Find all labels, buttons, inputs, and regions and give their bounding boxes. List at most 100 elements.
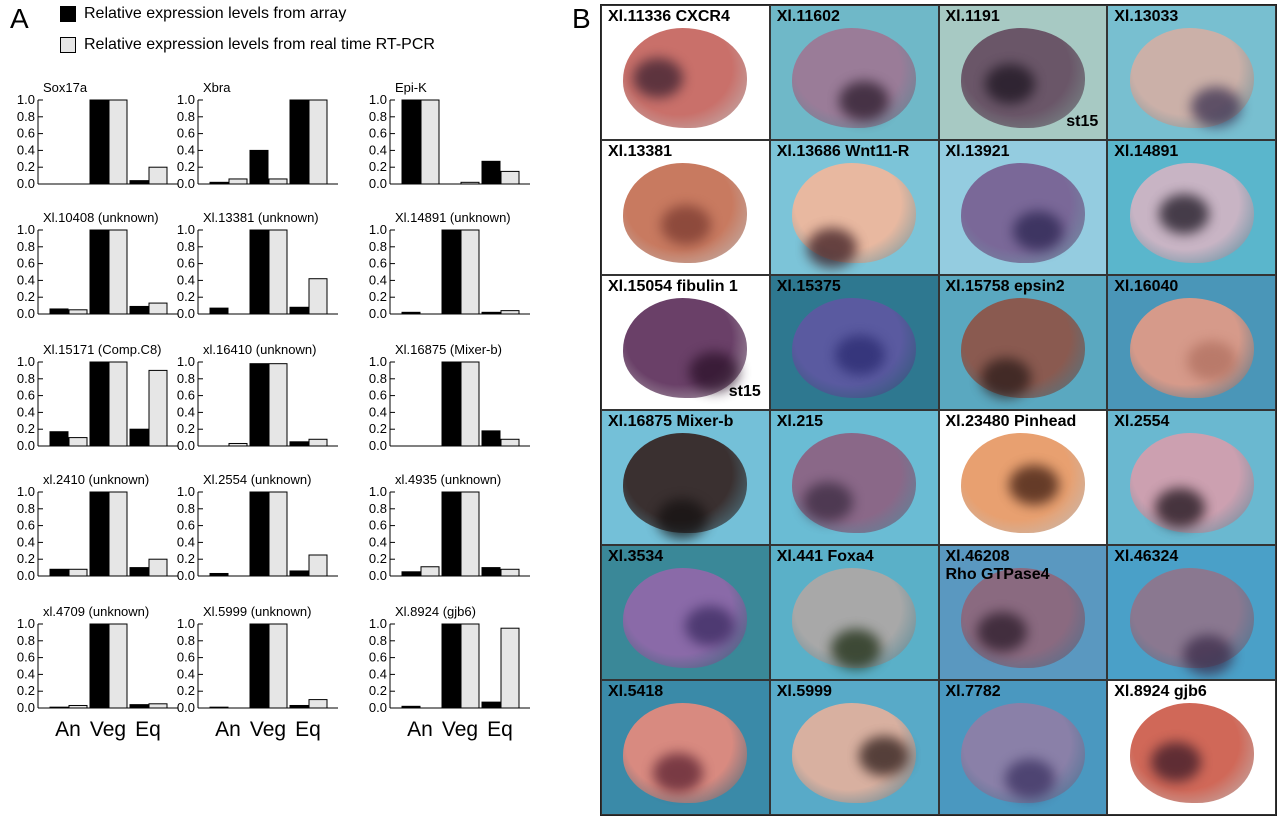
bar-rtpcr bbox=[108, 623, 128, 709]
bar-array bbox=[401, 99, 421, 185]
y-tick-label: 0.4 bbox=[177, 272, 195, 287]
embryo bbox=[623, 432, 748, 539]
in-situ-image: Xl.46324 bbox=[1107, 545, 1276, 680]
y-tick-label: 0.2 bbox=[17, 159, 35, 174]
legend-array: Relative expression levels from array bbox=[60, 5, 346, 23]
bar-rtpcr bbox=[500, 627, 520, 709]
y-tick-label: 1.0 bbox=[369, 92, 387, 107]
in-situ-label-line1: Xl.215 bbox=[776, 413, 824, 430]
y-tick-label: 0.4 bbox=[369, 404, 387, 419]
in-situ-label: Xl.5999 bbox=[777, 683, 832, 701]
in-situ-label: Xl.13921 bbox=[946, 143, 1010, 161]
y-tick-label: 0.2 bbox=[369, 159, 387, 174]
y-tick-label: 0.2 bbox=[177, 551, 195, 566]
y-tick-label: 0.6 bbox=[369, 388, 387, 403]
y-tick-label: 0.8 bbox=[177, 109, 195, 124]
in-situ-label: Xl.7782 bbox=[946, 683, 1001, 701]
in-situ-image: Xl.46208 Rho GTPase4 bbox=[938, 545, 1108, 680]
y-tick-label: 1.0 bbox=[177, 354, 195, 369]
bar-array bbox=[289, 570, 309, 577]
y-tick-label: 0.8 bbox=[177, 633, 195, 648]
chart-title: Xl.5999 (unknown) bbox=[203, 604, 311, 619]
in-situ-label: Xl.15758 epsin2 bbox=[946, 278, 1065, 296]
embryo bbox=[1129, 702, 1254, 803]
y-tick-label: 0.0 bbox=[177, 176, 195, 191]
in-situ-label: Xl.13686 Wnt11-R bbox=[777, 143, 910, 161]
in-situ-label: Xl.46208 Rho GTPase4 bbox=[946, 548, 1050, 584]
bar-rtpcr bbox=[460, 181, 480, 185]
y-tick-label: 1.0 bbox=[17, 484, 35, 499]
y-tick-label: 0.4 bbox=[177, 142, 195, 157]
chart-title: Xbra bbox=[203, 80, 231, 95]
bar-rtpcr bbox=[460, 361, 480, 447]
bar-array bbox=[401, 571, 421, 577]
y-tick-label: 1.0 bbox=[177, 484, 195, 499]
in-situ-label-line1: Xl.5418 bbox=[608, 683, 664, 700]
panel-b-in-situ-grid: Xl.11336 CXCR4 Xl.11602 Xl.1191 st15 Xl.1303… bbox=[600, 4, 1277, 816]
in-situ-label: Xl.13381 bbox=[608, 143, 672, 161]
chart-title: Xl.2554 (unknown) bbox=[203, 472, 311, 487]
embryo bbox=[960, 297, 1085, 398]
y-tick-label: 0.2 bbox=[17, 289, 35, 304]
in-situ-label-line1: Xl.2554 bbox=[1114, 413, 1170, 430]
in-situ-label: Xl.5418 bbox=[608, 683, 663, 701]
bar-rtpcr bbox=[308, 99, 328, 185]
in-situ-image: Xl.14891 bbox=[1107, 140, 1276, 275]
chart-title: Xl.8924 (gjb6) bbox=[395, 604, 476, 619]
y-tick-label: 0.0 bbox=[17, 438, 35, 453]
in-situ-image: Xl.13033 bbox=[1107, 5, 1276, 140]
bar-array bbox=[89, 491, 109, 577]
bar-rtpcr bbox=[68, 309, 88, 315]
stain-region bbox=[1186, 340, 1237, 381]
stain-region bbox=[653, 752, 704, 793]
bar-array bbox=[441, 361, 461, 447]
y-tick-label: 0.6 bbox=[369, 650, 387, 665]
chart-title: Epi-K bbox=[395, 80, 427, 95]
y-tick-label: 1.0 bbox=[369, 222, 387, 237]
chart-title: xl.2410 (unknown) bbox=[43, 472, 149, 487]
y-tick-label: 1.0 bbox=[177, 92, 195, 107]
bar-array bbox=[209, 181, 229, 185]
stain-region bbox=[807, 227, 858, 268]
embryo bbox=[792, 567, 917, 669]
y-tick-label: 0.2 bbox=[17, 683, 35, 698]
in-situ-label: Xl.441 Foxa4 bbox=[777, 548, 874, 566]
in-situ-label-line1: Xl.5999 bbox=[776, 683, 832, 700]
embryo bbox=[792, 297, 917, 398]
bar-rtpcr bbox=[228, 442, 248, 447]
y-tick-label: 0.6 bbox=[17, 126, 35, 141]
stain-region bbox=[859, 735, 910, 776]
bar-array bbox=[209, 307, 229, 315]
y-tick-label: 0.4 bbox=[17, 404, 35, 419]
x-category-label: Veg bbox=[90, 718, 126, 741]
in-situ-image: Xl.13686 Wnt11-R bbox=[769, 140, 939, 275]
embryo bbox=[1129, 567, 1254, 675]
in-situ-label-line1: Xl.15758 epsin2 bbox=[945, 278, 1065, 295]
bar-rtpcr bbox=[460, 623, 480, 709]
bar-rtpcr bbox=[148, 703, 168, 709]
in-situ-image: Xl.15054 fibulin 1 st15 bbox=[601, 275, 770, 410]
stain-region bbox=[1150, 741, 1201, 782]
y-tick-label: 0.6 bbox=[177, 126, 195, 141]
bar-array bbox=[49, 568, 69, 577]
panel-a-bar-charts: Sox17a0.00.20.40.60.81.0Xbra0.00.20.40.6… bbox=[17, 80, 530, 741]
bar-rtpcr bbox=[420, 566, 440, 577]
stain-region bbox=[661, 204, 712, 245]
in-situ-label-line1: Xl.441 Foxa4 bbox=[776, 548, 874, 565]
bar-array bbox=[49, 431, 69, 447]
in-situ-label: Xl.1191 bbox=[946, 8, 1000, 26]
stain-region bbox=[1012, 210, 1063, 251]
bar-array bbox=[209, 572, 229, 577]
stain-region bbox=[839, 80, 890, 121]
y-tick-label: 0.2 bbox=[369, 289, 387, 304]
stain-region bbox=[835, 334, 886, 375]
bar-array bbox=[249, 623, 269, 709]
in-situ-image: Xl.5999 bbox=[769, 680, 939, 815]
bar-array bbox=[481, 430, 501, 447]
in-situ-label: Xl.3534 bbox=[608, 548, 663, 566]
y-tick-label: 1.0 bbox=[17, 92, 35, 107]
stain-region bbox=[980, 357, 1031, 398]
bar-array bbox=[89, 623, 109, 709]
y-tick-label: 0.2 bbox=[177, 683, 195, 698]
embryo bbox=[623, 702, 748, 803]
